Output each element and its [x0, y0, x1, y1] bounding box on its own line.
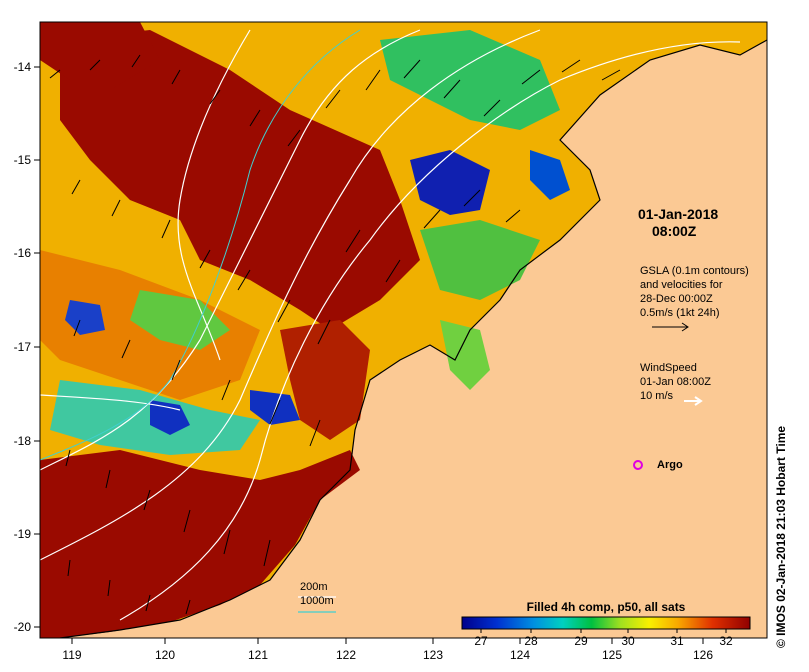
colorbar-tick-label: 29: [574, 634, 588, 648]
wind-line3: 10 m/s: [640, 390, 674, 402]
velocity-scale-arrow: [652, 322, 689, 332]
imos-credit: © IMOS 02-Jan-2018 21:03 Hobart Time: [774, 426, 788, 648]
colorbar-tick-label: 32: [719, 634, 733, 648]
colorbar-tick-label: 30: [621, 634, 635, 648]
colorbar-tick-label: 27: [474, 634, 488, 648]
y-tick-label: -15: [14, 153, 32, 167]
isobaths: [40, 29, 361, 461]
sst-cold-spot-2: [150, 400, 190, 435]
gsla-line1: GSLA (0.1m contours): [640, 265, 749, 277]
y-tick-label: -16: [14, 246, 32, 260]
sst-cool-patch-4: [130, 290, 230, 350]
sst-warm-region-northwest: [40, 22, 160, 90]
sst-warm-region-center: [280, 320, 370, 440]
gsla-annotation: GSLA (0.1m contours) and velocities for …: [640, 264, 749, 320]
x-axis: [71, 638, 704, 644]
depth-legend-200m: 200m: [300, 581, 328, 593]
sst-cold-spot-1: [410, 150, 490, 215]
argo-marker: [633, 460, 643, 470]
y-tick-label: -20: [14, 620, 32, 634]
title-time: 08:00Z: [652, 223, 697, 239]
sst-warm-region-south: [40, 450, 360, 638]
depth-legend-1000m: 1000m: [300, 595, 334, 607]
title-date-block: 01-Jan-2018 08:00Z: [638, 206, 718, 240]
sst-cold-spot-3: [250, 390, 300, 425]
colorbar-tick-label: 28: [524, 634, 538, 648]
gsla-line4: 0.5m/s (1kt 24h): [640, 307, 720, 319]
wind-scale-arrow: [684, 396, 703, 406]
wind-line1: WindSpeed: [640, 362, 697, 374]
x-tick-label: 126: [693, 648, 713, 662]
velocity-arrows: [49, 54, 621, 615]
sst-warm-region-north: [60, 30, 420, 330]
x-tick-label: 123: [423, 648, 443, 662]
y-tick-label: -18: [14, 434, 32, 448]
y-tick-label: -14: [14, 60, 32, 74]
y-tick-label: -19: [14, 527, 32, 541]
sst-cool-patch-1: [380, 30, 560, 130]
x-tick-label: 122: [336, 648, 356, 662]
sst-cool-patch-5: [440, 320, 490, 390]
x-tick-label: 121: [248, 648, 268, 662]
credit-text: IMOS 02-Jan-2018 21:03 Hobart Time: [774, 425, 788, 636]
x-tick-label: 120: [155, 648, 175, 662]
wind-annotation: WindSpeed 01-Jan 08:00Z 10 m/s: [640, 361, 711, 403]
colorbar: [461, 616, 751, 630]
coastline: [59, 39, 767, 638]
depth-legend: 200m 1000m: [300, 580, 334, 608]
plot-frame: [39, 21, 768, 639]
colorbar-title: Filled 4h comp, p50, all sats: [527, 600, 686, 614]
gsla-contours: [40, 29, 741, 621]
argo-label: Argo: [657, 459, 683, 471]
x-tick-label: 125: [602, 648, 622, 662]
colorbar-ticks: [480, 629, 727, 633]
gsla-line2: and velocities for: [640, 279, 723, 291]
wind-line2: 01-Jan 08:00Z: [640, 376, 711, 388]
sst-cold-spot-4: [530, 150, 570, 200]
colorbar-tick-label: 31: [670, 634, 684, 648]
title-date: 01-Jan-2018: [638, 206, 719, 222]
y-axis: [34, 66, 40, 628]
x-tick-label: 124: [510, 648, 530, 662]
copyright-icon: ©: [774, 639, 788, 648]
sst-cool-patch-3: [420, 220, 540, 300]
gsla-line3: 28-Dec 00:00Z: [640, 293, 713, 305]
sst-cold-spot-5: [65, 300, 105, 335]
y-tick-label: -17: [14, 340, 32, 354]
x-tick-label: 119: [62, 648, 81, 662]
